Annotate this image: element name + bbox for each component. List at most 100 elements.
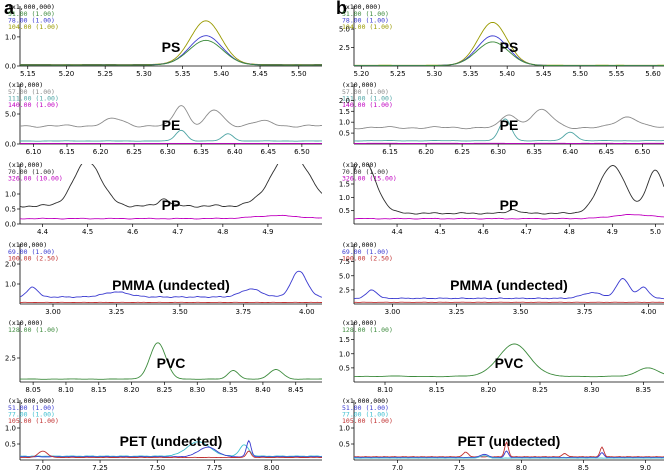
y-tick-label: 1.5 [339, 336, 350, 344]
x-tick-label: 6.25 [454, 148, 470, 156]
polymer-label: PET (undected) [120, 433, 223, 449]
x-tick-label: 3.75 [236, 308, 252, 316]
x-tick-label: 8.05 [25, 386, 41, 394]
legend-entry: 100.00 (2.50) [8, 255, 59, 263]
chart-panel: (x1,000,000)51.00 (1.00)78.00 (1.00)104.… [5, 3, 322, 78]
x-tick-label: 4.7 [172, 228, 183, 236]
chart-panel: (x10,000)57.00 (1.00)111.00 (1.00)140.00… [5, 81, 322, 156]
series-line [354, 118, 664, 142]
legend-entry: 140.00 (1.00) [342, 101, 393, 109]
scale-label: (x10,000) [342, 81, 377, 89]
y-tick-label: 0.5 [339, 130, 350, 138]
x-tick-label: 5.20 [353, 70, 369, 78]
x-tick-label: 8.20 [481, 386, 497, 394]
series-line [20, 439, 322, 458]
x-tick-label: 8.10 [377, 386, 393, 394]
legend-entry: 105.00 (1.00) [342, 417, 393, 425]
x-tick-label: 3.25 [449, 308, 465, 316]
x-tick-label: 4.8 [217, 228, 228, 236]
legend-entry: 104.00 (1.00) [8, 23, 59, 31]
x-tick-label: 7.5 [454, 464, 465, 472]
y-tick-label: 0.0 [5, 63, 16, 71]
y-tick-label: 1.0 [5, 281, 16, 289]
y-tick-label: 0.5 [339, 207, 350, 215]
y-tick-label: 2.5 [339, 286, 350, 294]
series-line [354, 214, 664, 220]
polymer-label: PP [162, 197, 181, 213]
x-tick-label: 6.40 [227, 148, 243, 156]
y-tick-label: 5.0 [339, 26, 350, 34]
x-tick-label: 5.25 [390, 70, 406, 78]
x-tick-label: 5.40 [214, 70, 230, 78]
polymer-label: PVC [157, 355, 186, 371]
x-tick-label: 6.50 [294, 148, 310, 156]
x-tick-label: 7.50 [149, 464, 165, 472]
x-tick-label: 6.15 [382, 148, 398, 156]
x-tick-label: 3.00 [385, 308, 401, 316]
x-tick-label: 4.7 [521, 228, 532, 236]
polymer-label: PE [162, 117, 181, 133]
x-tick-label: 8.25 [157, 386, 173, 394]
x-tick-label: 6.50 [635, 148, 651, 156]
x-tick-label: 6.45 [599, 148, 615, 156]
x-tick-label: 6.20 [93, 148, 109, 156]
legend-entry: 111.00 (1.00) [342, 95, 393, 103]
x-tick-label: 7.00 [35, 464, 51, 472]
legend-entry: 78.00 (1.00) [342, 17, 389, 25]
y-tick-label: 1.5 [339, 181, 350, 189]
legend-entry: 326.00 (10.00) [8, 175, 63, 183]
scale-label: (x10,000) [8, 161, 43, 169]
legend-entry: 77.00 (1.00) [342, 411, 389, 419]
x-tick-label: 5.60 [645, 70, 661, 78]
x-tick-label: 6.45 [261, 148, 277, 156]
x-tick-label: 4.9 [262, 228, 273, 236]
legend-entry: 140.00 (1.00) [8, 101, 59, 109]
legend-entry: 104.00 (1.00) [342, 23, 393, 31]
y-tick-label: 0.5 [339, 441, 350, 449]
series-line [354, 450, 664, 459]
series-line [354, 41, 664, 66]
x-tick-label: 5.55 [609, 70, 625, 78]
legend-entry: 326.00 (15.00) [342, 175, 397, 183]
legend-entry: 111.00 (1.00) [8, 95, 59, 103]
series-line [20, 450, 322, 459]
series-line [20, 39, 322, 66]
x-tick-label: 5.35 [463, 70, 479, 78]
polymer-label: PS [500, 39, 519, 55]
legend-entry: 128.00 (1.00) [8, 326, 59, 334]
legend-entry: 51.00 (1.00) [8, 404, 55, 412]
chart-panel: (x10,000)128.00 (1.00) 8.10 8.15 8.20 8.25 8.… [339, 319, 664, 394]
legend-entry: 69.00 (1.00) [8, 248, 55, 256]
series-line [354, 343, 664, 378]
legend-entry: 70.00 (1.00) [8, 168, 55, 176]
polymer-label: PE [500, 117, 519, 133]
x-tick-label: 6.35 [193, 148, 209, 156]
scale-label: (x100,000) [342, 3, 381, 11]
y-tick-label: 1.0 [339, 425, 350, 433]
x-tick-label: 5.20 [59, 70, 75, 78]
x-tick-label: 8.00 [264, 464, 280, 472]
x-tick-label: 8.35 [636, 386, 652, 394]
x-tick-label: 8.30 [584, 386, 600, 394]
x-tick-label: 5.30 [426, 70, 442, 78]
y-tick-label: 2.0 [5, 261, 16, 269]
legend-entry: 70.00 (1.00) [342, 168, 389, 176]
legend-entry: 51.00 (1.00) [342, 10, 389, 18]
x-tick-label: 6.10 [26, 148, 42, 156]
y-tick-label: 0.0 [5, 221, 16, 229]
x-tick-label: 8.30 [189, 386, 205, 394]
x-tick-label: 8.5 [578, 464, 589, 472]
y-tick-label: 0.5 [5, 206, 16, 214]
y-tick-label: 2.5 [5, 355, 16, 363]
x-tick-label: 5.40 [499, 70, 515, 78]
y-tick-label: 1.0 [5, 191, 16, 199]
polymer-label: PP [500, 197, 519, 213]
x-tick-label: 8.15 [429, 386, 445, 394]
x-tick-label: 6.15 [59, 148, 75, 156]
chart-panel: (x1,000,000)51.00 (1.00)77.00 (1.00)105.… [5, 397, 322, 472]
series-line [20, 105, 322, 128]
x-tick-label: 6.30 [490, 148, 506, 156]
x-tick-label: 5.35 [175, 70, 191, 78]
x-tick-label: 4.00 [641, 308, 657, 316]
series-line [20, 129, 322, 142]
